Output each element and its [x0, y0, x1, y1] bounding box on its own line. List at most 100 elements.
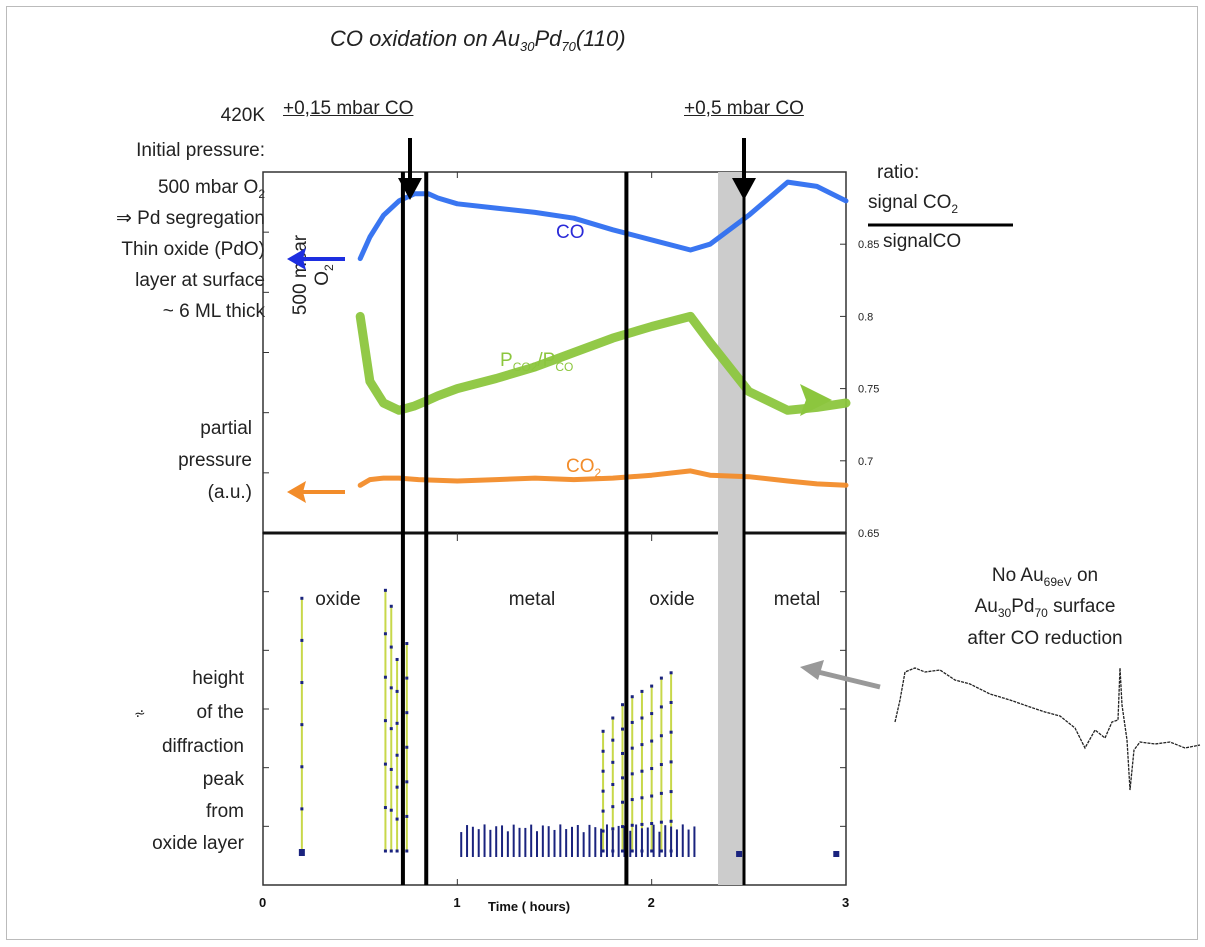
co2-axis-arrow-head	[287, 481, 306, 503]
diffraction-point	[659, 705, 663, 709]
diffraction-point	[395, 849, 399, 853]
diffraction-point	[669, 730, 673, 734]
diffraction-point	[650, 767, 654, 771]
diffraction-point	[669, 700, 673, 704]
diffraction-point	[389, 808, 393, 812]
note-pd-segregation: ⇒ Pd segregation	[115, 208, 265, 229]
auger-pointer-arrow-head	[800, 660, 824, 680]
co-addition-2: +0,5 mbar CO	[684, 98, 804, 119]
diffraction-point	[389, 767, 393, 771]
diffraction-point	[659, 734, 663, 738]
auger-spectrum-trace	[894, 667, 1201, 791]
diffraction-point	[659, 763, 663, 767]
diffraction-baseline-point	[298, 849, 305, 856]
x-axis-label: Time ( hours)	[488, 899, 570, 914]
diffraction-point	[405, 676, 409, 680]
height-label-6: oxide layer	[152, 833, 244, 854]
co-series-line	[357, 179, 849, 262]
diffraction-point	[601, 789, 605, 793]
right-axis-tick-label: 0.75	[858, 384, 879, 396]
diffraction-point	[389, 645, 393, 649]
auger-pointer-arrow-shaft	[817, 669, 881, 690]
diffraction-point	[611, 760, 615, 764]
diffraction-point	[300, 638, 304, 642]
diffraction-point	[383, 762, 387, 766]
diffraction-point	[601, 749, 605, 753]
height-label-1: height	[192, 668, 244, 689]
diffraction-point	[640, 716, 644, 720]
diffraction-point	[621, 849, 625, 853]
note-initial-pressure: Initial pressure:	[136, 140, 265, 161]
diffraction-point	[650, 822, 654, 826]
region-label-metal: metal	[509, 589, 555, 610]
diffraction-point	[669, 760, 673, 764]
diffraction-point	[669, 790, 673, 794]
partial-label-1: partial	[200, 418, 252, 439]
partial-label-2: pressure	[178, 450, 252, 471]
diffraction-point	[601, 829, 605, 833]
diffraction-point	[659, 791, 663, 795]
diffraction-point	[601, 809, 605, 813]
diffraction-point	[395, 785, 399, 789]
x-axis-tick-label: 3	[842, 895, 849, 910]
ratio-axis-arrow	[800, 384, 832, 416]
diffraction-point	[640, 743, 644, 747]
gray-band	[718, 172, 744, 885]
diffraction-point	[389, 849, 393, 853]
ratio-series-line	[355, 311, 851, 415]
x-axis-tick-label: 0	[259, 895, 266, 910]
diffraction-point	[621, 703, 625, 707]
region-label-metal: metal	[774, 589, 820, 610]
ratio-denominator: signalCO	[883, 231, 962, 252]
diffraction-point	[300, 596, 304, 600]
diffraction-point	[640, 769, 644, 773]
diffraction-point	[395, 657, 399, 661]
diffraction-point	[611, 716, 615, 720]
diffraction-point	[630, 746, 634, 750]
diffraction-baseline-point	[736, 851, 743, 857]
diffraction-point	[383, 849, 387, 853]
diffraction-point	[621, 825, 625, 829]
diffraction-point	[611, 738, 615, 742]
diffraction-point	[659, 849, 663, 853]
co2-series-line	[357, 468, 849, 488]
diffraction-point	[630, 798, 634, 802]
diffraction-point	[621, 751, 625, 755]
diffraction-point	[383, 806, 387, 810]
diffraction-baseline-point	[833, 851, 840, 857]
diffraction-point	[395, 721, 399, 725]
ratio-label: ratio:	[877, 162, 920, 183]
diffraction-point	[659, 820, 663, 824]
diffraction-point	[669, 671, 673, 675]
temperature-label: 420K	[220, 105, 265, 126]
note-o2-pressure: 500 mbar O2	[157, 177, 265, 201]
diffraction-point	[650, 794, 654, 798]
right-axis-tick-label: 0.85	[858, 239, 879, 251]
diffraction-point	[405, 780, 409, 784]
diffraction-point	[405, 849, 409, 853]
diffraction-point	[395, 753, 399, 757]
diffraction-point	[669, 819, 673, 823]
diffraction-point	[300, 765, 304, 769]
x-axis-tick-label: 2	[648, 895, 655, 910]
diffraction-point	[640, 689, 644, 693]
diffraction-point	[405, 642, 409, 646]
diffraction-point	[383, 675, 387, 679]
auger-note-1: No Au69eV on	[991, 565, 1099, 589]
diffraction-point	[611, 827, 615, 831]
diffraction-point	[300, 807, 304, 811]
diffraction-point	[630, 849, 634, 853]
diffraction-point	[601, 769, 605, 773]
diffraction-point	[601, 849, 605, 853]
ratio-series-label: PCO2/PCO	[500, 350, 573, 374]
height-label-5: from	[206, 801, 244, 822]
co-arrow-head	[398, 178, 422, 200]
diffraction-point	[389, 727, 393, 731]
partial-label-3: (a.u.)	[207, 482, 252, 503]
height-label-4: peak	[202, 769, 244, 790]
figure-frame	[6, 6, 1198, 940]
small-glyph: ⩫	[134, 705, 146, 721]
diffraction-point	[395, 689, 399, 693]
right-axis-tick-label: 0.65	[858, 528, 879, 540]
region-label-oxide: oxide	[649, 589, 694, 610]
